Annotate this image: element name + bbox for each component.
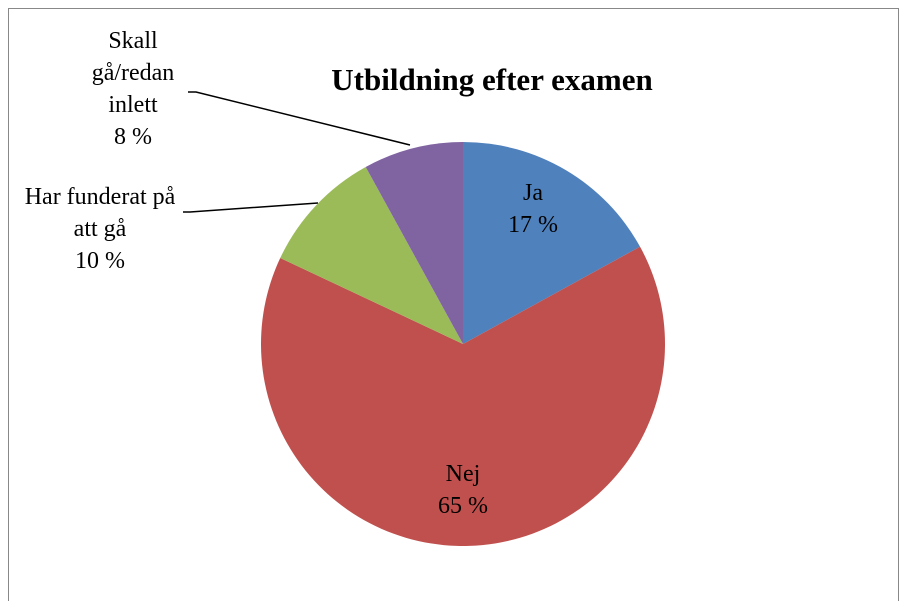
category-label: Skall gå/redan inlett bbox=[91, 28, 175, 118]
pie-slice bbox=[463, 142, 641, 344]
slice-label: Skall gå/redan inlett 8 % bbox=[78, 25, 188, 153]
frame bbox=[8, 8, 899, 601]
pie-slice bbox=[261, 246, 666, 546]
value-label: 10 % bbox=[75, 248, 125, 274]
category-label: Ja bbox=[523, 180, 543, 206]
category-label: Har funderat på att gå bbox=[24, 184, 176, 242]
slice-label: Har funderat på att gå 10 % bbox=[18, 181, 183, 277]
slice-label: Ja 17 % bbox=[473, 177, 593, 241]
leader-line bbox=[183, 202, 319, 213]
slice-label: Nej 65 % bbox=[403, 458, 523, 522]
chart-title: Utbildning efter examen bbox=[331, 62, 653, 97]
value-label: 8 % bbox=[114, 124, 152, 150]
value-label: 17 % bbox=[508, 212, 558, 238]
pie-slice bbox=[280, 166, 463, 344]
leader-line bbox=[188, 91, 411, 146]
pie-slice bbox=[365, 142, 463, 344]
category-label: Nej bbox=[445, 461, 481, 487]
value-label: 65 % bbox=[438, 493, 488, 519]
